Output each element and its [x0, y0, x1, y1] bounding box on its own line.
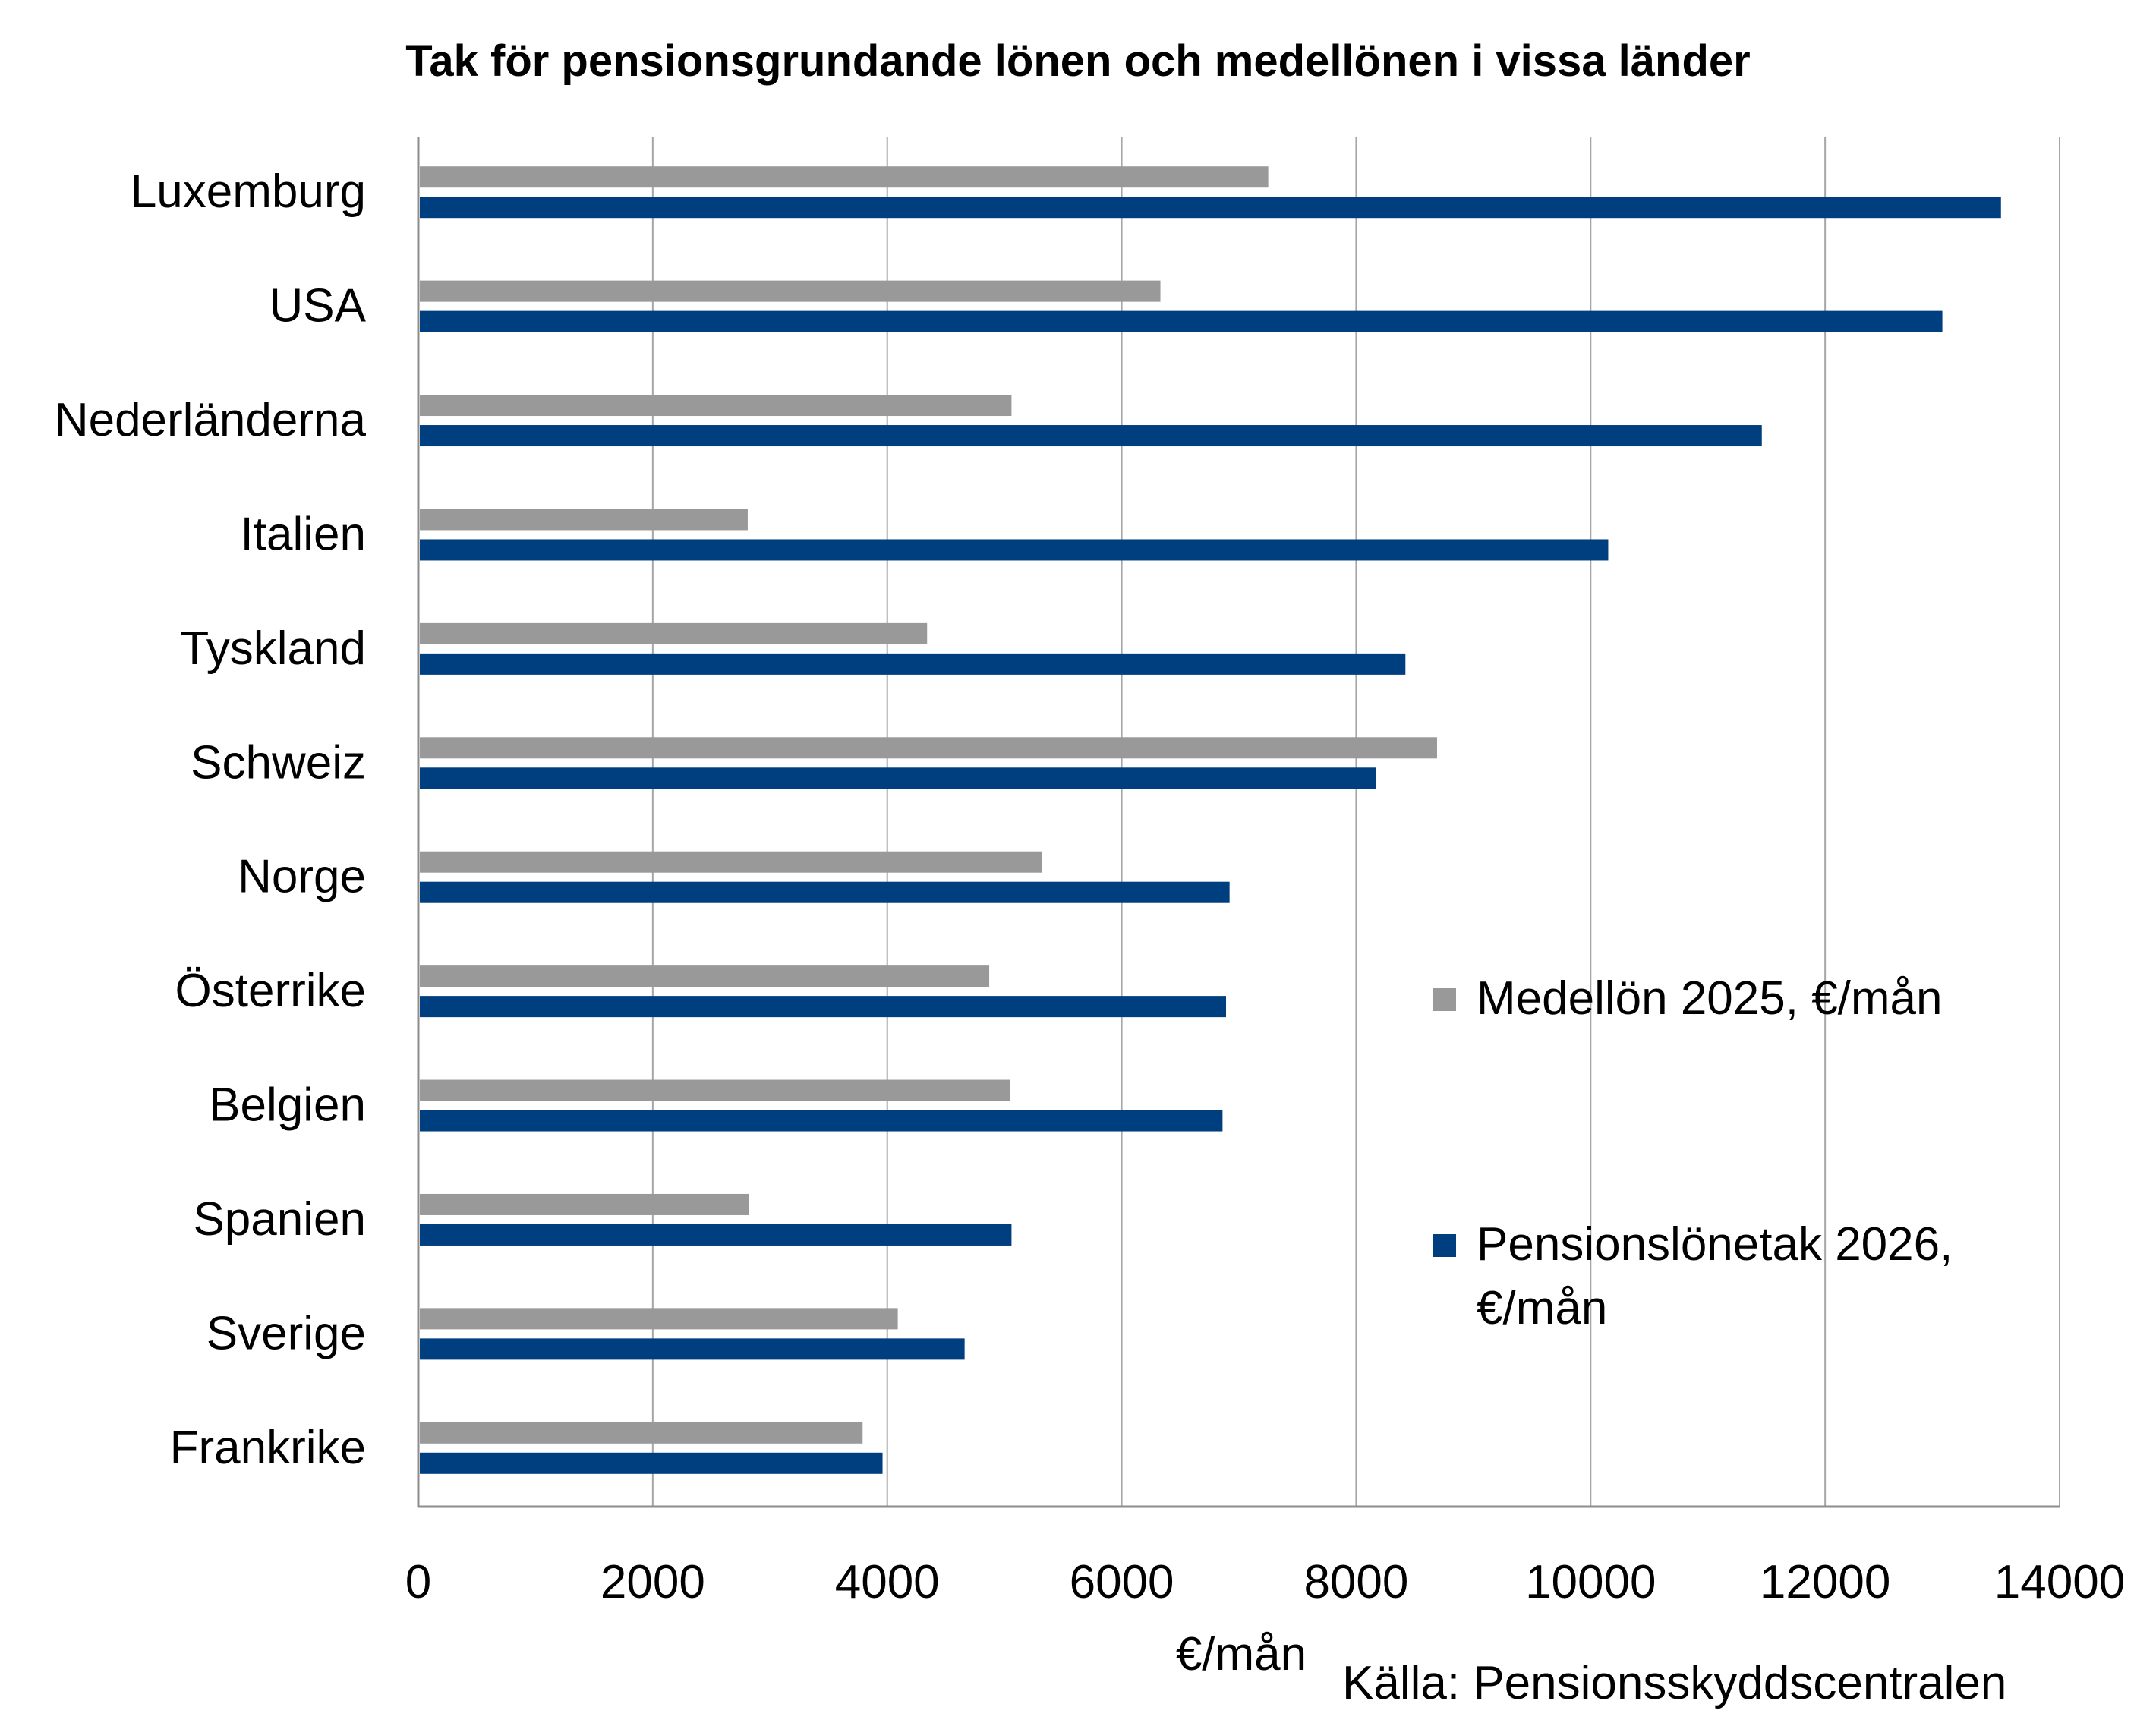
bar	[420, 310, 1943, 332]
bars	[420, 166, 2001, 1474]
category-label: Belgien	[209, 1079, 366, 1132]
category-label: Frankrike	[170, 1422, 366, 1474]
category-label: Nederländerna	[55, 394, 367, 446]
bar	[420, 767, 1376, 789]
tick-labels: 0 2000 4000 6000 8000 10000 12000 14000	[405, 1556, 2125, 1608]
x-tick-label: 0	[405, 1556, 431, 1608]
legend-swatch	[1433, 1234, 1456, 1257]
x-tick-label: 14000	[1994, 1556, 2125, 1608]
x-axis-title: €/mån	[1176, 1628, 1307, 1680]
x-tick-label: 12000	[1760, 1556, 1890, 1608]
bar	[420, 996, 1227, 1018]
bar	[420, 653, 1406, 675]
bar	[420, 1079, 1010, 1101]
bar	[420, 166, 1269, 188]
bar	[420, 395, 1012, 417]
category-label: USA	[270, 280, 367, 332]
bar	[420, 851, 1042, 873]
bar	[420, 1110, 1223, 1132]
legend-label: €/mån	[1477, 1282, 1607, 1334]
category-label: Luxemburg	[131, 165, 366, 218]
legend: Medellön 2025, €/mån Pensionslönetak 2026…	[1433, 972, 1953, 1334]
category-labels: Luxemburg USA Nederländerna Italien Tyskland…	[55, 165, 367, 1474]
bar	[420, 509, 748, 531]
category-label: Tyskland	[180, 622, 366, 675]
category-label: Spanien	[193, 1193, 366, 1246]
x-tick-label: 8000	[1303, 1556, 1408, 1608]
category-label: Österrike	[175, 965, 366, 1017]
bar	[420, 1452, 883, 1474]
x-tick-label: 2000	[600, 1556, 705, 1608]
axes	[417, 137, 2060, 1508]
bar	[420, 280, 1161, 302]
source-note: Källa: Pensionsskyddscentralen	[1342, 1657, 2006, 1709]
bar	[420, 1193, 749, 1215]
chart-title: Tak för pensionsgrundande lönen och mede…	[405, 36, 1751, 86]
category-label: Italien	[241, 508, 366, 560]
category-label: Schweiz	[191, 736, 366, 789]
bar	[420, 1308, 898, 1330]
x-tick-label: 4000	[835, 1556, 940, 1608]
bar	[420, 425, 1762, 447]
bar	[420, 1422, 863, 1444]
bar	[420, 737, 1437, 759]
bar	[420, 881, 1230, 903]
bar	[420, 197, 2001, 219]
bar	[420, 1224, 1012, 1246]
x-tick-label: 10000	[1525, 1556, 1656, 1608]
legend-label: Pensionslönetak 2026,	[1477, 1218, 1953, 1271]
category-label: Norge	[238, 851, 366, 903]
bar	[420, 1338, 965, 1360]
category-label: Sverige	[206, 1307, 366, 1359]
x-tick-label: 6000	[1070, 1556, 1174, 1608]
legend-swatch	[1433, 988, 1456, 1011]
bar	[420, 965, 990, 987]
bar	[420, 539, 1609, 561]
legend-label: Medellön 2025, €/mån	[1477, 972, 1943, 1025]
gridlines	[651, 137, 2060, 1507]
bar	[420, 622, 928, 644]
